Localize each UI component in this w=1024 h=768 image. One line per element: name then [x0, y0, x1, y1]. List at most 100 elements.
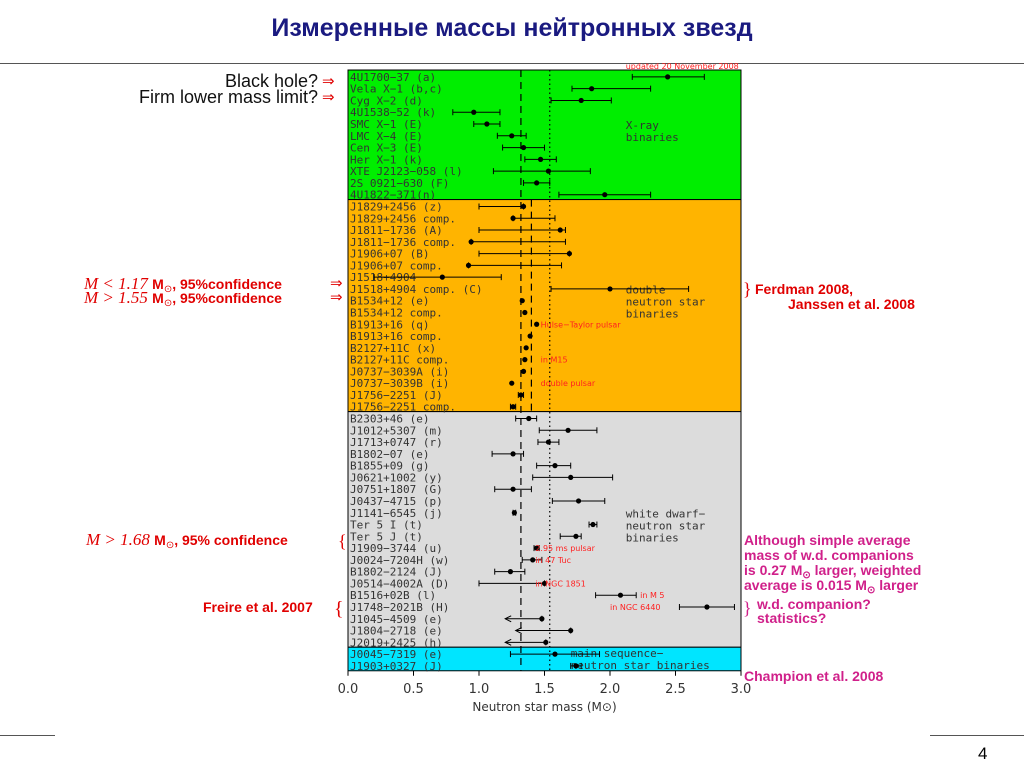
limit-arrow	[504, 615, 512, 623]
inset-note: in M 5	[640, 591, 664, 600]
object-label: J1012+5307 (m)	[350, 424, 443, 437]
x-tick-label: 2.0	[600, 682, 621, 697]
object-label: B1534+12 comp.	[350, 306, 443, 319]
object-label: J1804−2718 (e)	[350, 625, 443, 638]
group-label-xray: X-ray	[626, 119, 659, 132]
object-label: J0045−7319 (e)	[350, 648, 443, 661]
mass-point	[510, 404, 516, 410]
x-tick-label: 0.0	[338, 682, 359, 697]
mass-point	[541, 580, 548, 587]
object-label: J0437−4715 (p)	[350, 495, 443, 508]
footer-divider-left	[0, 735, 55, 736]
page-number: 4	[978, 744, 988, 763]
object-label: B1802−2124 (J)	[350, 566, 443, 579]
x-axis-label: Neutron star mass (M⊙)	[472, 700, 616, 714]
limit-arrow	[504, 638, 512, 646]
group-band-ms	[347, 646, 742, 672]
arrow-glyph: ⇒	[330, 288, 343, 306]
mass-point	[589, 86, 595, 92]
inset-note: double pulsar	[541, 379, 596, 388]
object-label: J1811−1736 (A)	[350, 224, 443, 237]
black-hole-label: Black hole?	[225, 71, 318, 91]
object-label: J1906+07 (B)	[350, 248, 429, 261]
x-tick-label: 2.5	[665, 682, 686, 697]
object-label: J0514−4002A (D)	[350, 577, 449, 590]
mass-point	[573, 533, 579, 539]
mass-point	[523, 345, 529, 351]
object-label: J1518+4904 comp. (C)	[350, 283, 482, 296]
average-note-line: Although simple average	[744, 532, 911, 548]
object-label: J1829+2456 comp.	[350, 212, 456, 225]
mass-point	[568, 474, 574, 481]
mass-upper-limit-note: M < 1.17 M⊙, 95%confidence	[83, 274, 282, 295]
mass-point	[510, 215, 516, 221]
brace-glyph: }	[743, 279, 752, 299]
object-label: B1802−07 (e)	[350, 448, 429, 461]
group-label-dns: neutron star	[626, 296, 706, 309]
data-rows: X-ray binaries 4U1700−37 (a)Vela X−1 (b,c)…	[350, 71, 735, 673]
brace-glyph: {	[334, 598, 344, 620]
object-label: Vela X−1 (b,c)	[350, 83, 443, 96]
object-label: J1713+0747 (r)	[350, 436, 443, 449]
object-label: J1829+2456 (z)	[350, 200, 443, 213]
annotations: Black hole?Firm lower mass limit?⇒⇒M < 1…	[83, 71, 921, 684]
group-label-wd: binaries	[626, 531, 679, 544]
mass-point	[552, 463, 558, 469]
object-label: Ter 5 I (t)	[350, 519, 423, 532]
mass-point	[527, 333, 533, 339]
object-label: Ter 5 J (t)	[350, 530, 423, 543]
object-label: J1903+0327 (J)	[350, 660, 443, 673]
mass-point	[509, 133, 515, 139]
object-label: J1909−3744 (u)	[350, 542, 443, 555]
group-band-xray	[347, 69, 742, 201]
mass-point	[607, 286, 613, 292]
mass-point	[522, 309, 528, 316]
object-label: J0737−3039A (i)	[350, 365, 449, 378]
inset-note: in NGC 6440	[610, 603, 661, 612]
average-note-line: mass of w.d. companions	[744, 547, 914, 563]
group-bands	[347, 69, 742, 672]
object-label: B2127+11C comp.	[350, 354, 449, 367]
mass-point	[520, 203, 527, 210]
slide-title: Измеренные массы нейтронных звезд	[271, 14, 753, 42]
object-label: LMC X−4 (E)	[350, 130, 423, 143]
mass-point	[704, 604, 710, 610]
limit-arrow	[514, 627, 522, 634]
average-note-line: is 0.27 M⊙ larger, weighted	[744, 562, 921, 581]
group-label-wd: neutron star	[626, 519, 706, 532]
janssen-ref: Janssen et al. 2008	[788, 296, 915, 312]
champion-ref: Champion et al. 2008	[744, 668, 883, 684]
arrow-glyph: ⇒	[322, 72, 335, 90]
ferdman-ref: Ferdman 2008,	[755, 281, 853, 297]
inset-notes: Hulse−Taylor pulsar in M15 double pulsar 2.…	[535, 62, 738, 612]
inset-note: in M15	[541, 356, 568, 365]
object-label: B1913+16 comp.	[350, 330, 443, 343]
mass-point	[590, 521, 596, 528]
group-label-ms: neutron star binaries	[571, 659, 710, 672]
group-label-ms: main sequence−	[571, 647, 664, 660]
object-label: B1516+02B (l)	[350, 589, 436, 602]
object-label: J0737−3039B (i)	[350, 377, 449, 390]
wd-companion-note: w.d. companion?	[756, 596, 871, 612]
mass-point	[557, 227, 563, 233]
brace-glyph: {	[338, 531, 347, 551]
object-label: Cen X−3 (E)	[350, 142, 423, 155]
object-label: XTE J2123−058 (l)	[350, 165, 463, 178]
mass-point	[484, 121, 490, 127]
x-tick-label: 0.5	[403, 682, 424, 697]
mass-point	[617, 592, 624, 598]
mass-168-note: M > 1.68 M⊙, 95% confidence	[85, 530, 288, 551]
object-label: SMC X−1 (E)	[350, 118, 423, 131]
inset-note: Hulse−Taylor pulsar	[541, 320, 622, 329]
object-label: J2019+2425 (h)	[350, 636, 443, 649]
object-label: 4U1700−37 (a)	[350, 71, 436, 84]
object-label: 4U1822−371(n)	[350, 189, 436, 202]
x-tick-label: 1.0	[469, 682, 490, 697]
object-label: J1045−4509 (e)	[350, 613, 443, 626]
mass-point	[545, 439, 552, 445]
object-label: J1811−1736 comp.	[350, 236, 456, 249]
brace-glyph: }	[743, 598, 752, 618]
freire-ref: Freire et al. 2007	[203, 599, 313, 615]
object-label: J1141−6545 (j)	[350, 507, 443, 520]
